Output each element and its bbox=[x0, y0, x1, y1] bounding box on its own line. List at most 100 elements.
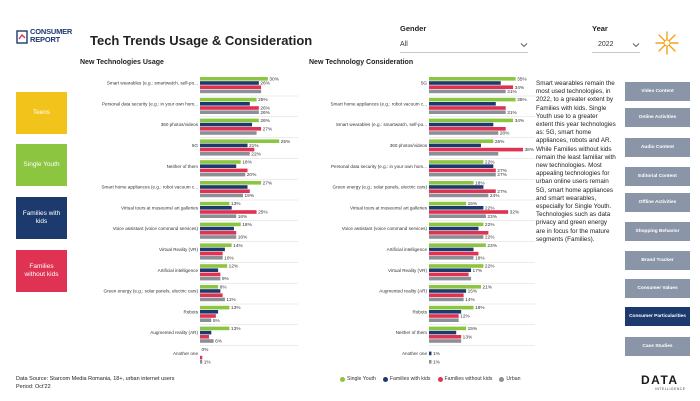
bar bbox=[200, 276, 221, 281]
gender-dropdown[interactable]: All bbox=[400, 38, 528, 53]
bar bbox=[429, 118, 514, 123]
legend-swatch bbox=[382, 376, 388, 382]
legend-label: Families with kids bbox=[389, 376, 431, 382]
value-label: 11% bbox=[226, 297, 236, 303]
bar bbox=[200, 168, 248, 173]
bar bbox=[429, 231, 489, 235]
nav-video-content-button[interactable]: Video Content bbox=[625, 82, 690, 101]
nav-consumer-particularities-button[interactable]: Consumer Particularities bbox=[625, 307, 690, 326]
value-label: 31% bbox=[507, 89, 517, 95]
value-label: 21% bbox=[482, 284, 492, 290]
bar bbox=[429, 330, 457, 335]
bar bbox=[200, 231, 237, 235]
value-label: 22% bbox=[485, 160, 495, 166]
value-label: 18% bbox=[242, 160, 252, 166]
bar bbox=[429, 102, 496, 106]
segment-families-without-kids-button[interactable]: Families without kids bbox=[16, 250, 67, 292]
value-label: 26% bbox=[260, 110, 270, 116]
nav-audio-content-button[interactable]: Audio Content bbox=[625, 138, 690, 157]
bar bbox=[200, 127, 262, 131]
nav-case-studies-button[interactable]: Case Studies bbox=[625, 337, 690, 356]
bar bbox=[429, 131, 499, 135]
value-label: 34% bbox=[515, 85, 525, 91]
bar bbox=[429, 81, 501, 85]
value-label: 13% bbox=[231, 326, 241, 332]
bar bbox=[200, 139, 280, 143]
value-label: 16% bbox=[238, 235, 248, 241]
value-label: 0% bbox=[202, 347, 210, 353]
bar bbox=[429, 305, 474, 310]
bar bbox=[200, 118, 259, 123]
source-text: Data Source: Starcom Media Romania, 18+,… bbox=[16, 376, 175, 382]
bar bbox=[200, 264, 228, 268]
bar bbox=[429, 285, 481, 289]
category-label: Virtual Reality (VR) bbox=[388, 268, 427, 273]
segment-teens-button[interactable]: Teens bbox=[16, 92, 67, 134]
bar bbox=[429, 214, 486, 218]
bar bbox=[429, 351, 432, 356]
value-label: 9% bbox=[222, 276, 230, 282]
value-label: 13% bbox=[231, 305, 241, 311]
nav-consumer-values-button[interactable]: Consumer Values bbox=[625, 279, 690, 298]
sparkle-icon[interactable] bbox=[654, 30, 680, 56]
bar bbox=[200, 214, 237, 218]
nav-online-activities-button[interactable]: Online Activities bbox=[625, 108, 690, 127]
nav-brand-tracker-button[interactable]: Brand Tracker bbox=[625, 251, 690, 270]
bar bbox=[429, 152, 499, 156]
value-label: 6% bbox=[215, 339, 223, 345]
bar bbox=[200, 256, 223, 260]
bar bbox=[200, 268, 219, 272]
year-filter: Year 2022 bbox=[592, 24, 640, 53]
value-label: 23% bbox=[487, 243, 497, 249]
bar bbox=[200, 285, 219, 289]
bar bbox=[429, 268, 472, 272]
value-label: 21% bbox=[249, 143, 259, 149]
value-label: 27% bbox=[263, 180, 273, 186]
value-label: 22% bbox=[251, 151, 261, 157]
category-label: Smart home appliances (e.g.: robot vacuu… bbox=[330, 101, 427, 106]
year-dropdown[interactable]: 2022 bbox=[592, 38, 640, 53]
legend-item: Families with kids bbox=[382, 376, 431, 382]
bar bbox=[200, 181, 262, 185]
category-label: Voice assistant (voice command services) bbox=[113, 226, 199, 231]
bar bbox=[429, 297, 464, 302]
legend-item: Urban bbox=[499, 376, 521, 382]
value-label: 22% bbox=[485, 235, 495, 241]
chart-legend: Single Youth Families with kids Families… bbox=[340, 376, 521, 382]
bar bbox=[200, 152, 250, 156]
value-label: 8% bbox=[220, 284, 228, 290]
chevron-down-icon bbox=[632, 43, 640, 48]
data-intelligence-subtitle: INTELLIGENCE bbox=[655, 387, 686, 391]
value-label: 18% bbox=[475, 255, 485, 261]
segment-families-with-kids-button[interactable]: Families with kids bbox=[16, 197, 67, 239]
bar bbox=[429, 110, 506, 114]
value-label: 31% bbox=[507, 110, 517, 116]
value-label: 27% bbox=[497, 168, 507, 174]
insight-text: Smart wearables remain the most used tec… bbox=[536, 80, 616, 243]
gender-value: All bbox=[400, 41, 408, 48]
value-label: 12% bbox=[460, 314, 470, 320]
value-label: 15% bbox=[468, 289, 478, 295]
bar bbox=[200, 247, 225, 252]
bar bbox=[429, 256, 474, 260]
year-value: 2022 bbox=[598, 41, 614, 48]
bar bbox=[429, 201, 467, 206]
logo-line2: REPORT bbox=[30, 35, 61, 44]
nav-editorial-content-button[interactable]: Editorial Content bbox=[625, 167, 690, 186]
value-label: 38% bbox=[525, 147, 535, 153]
nav-offline-activities-button[interactable]: Offline Activities bbox=[625, 193, 690, 212]
segment-label: Families with kids bbox=[22, 210, 61, 225]
nav-label: Audio Content bbox=[640, 144, 675, 150]
bar bbox=[429, 106, 506, 110]
bar bbox=[200, 97, 257, 102]
nav-shopping-behavior-button[interactable]: Shopping Behavior bbox=[625, 222, 690, 241]
value-label: 1% bbox=[433, 359, 441, 365]
bar bbox=[200, 360, 203, 364]
segment-single-youth-button[interactable]: Single Youth bbox=[16, 144, 67, 186]
value-label: 35% bbox=[517, 76, 527, 82]
value-label: 27% bbox=[497, 172, 507, 178]
legend-swatch bbox=[437, 376, 443, 382]
bar bbox=[429, 289, 467, 293]
bar bbox=[429, 276, 472, 281]
bar bbox=[200, 85, 262, 89]
